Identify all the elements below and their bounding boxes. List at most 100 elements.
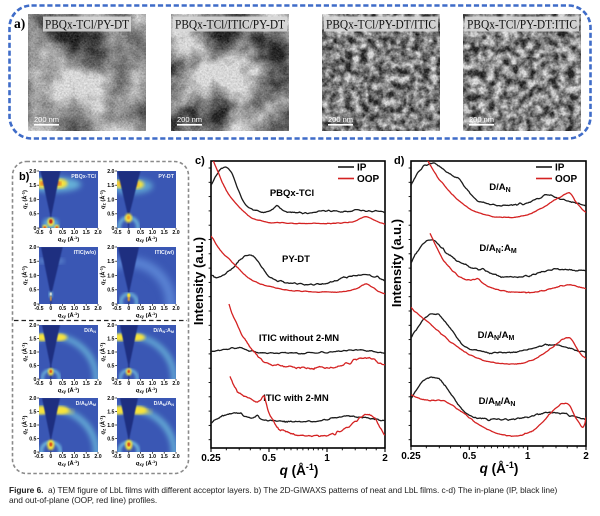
svg-text:-0.5: -0.5: [35, 381, 44, 387]
svg-text:PBQx-TCl/PY-DT:ITIC: PBQx-TCl/PY-DT:ITIC: [467, 18, 577, 32]
svg-text:0: 0: [112, 226, 115, 232]
svg-text:PBQx-TCl: PBQx-TCl: [71, 174, 96, 180]
svg-text:1.5: 1.5: [161, 381, 168, 387]
svg-text:1.5: 1.5: [107, 183, 114, 189]
svg-text:0: 0: [49, 381, 52, 387]
svg-text:1.0: 1.0: [107, 350, 114, 356]
svg-text:Intensity (a.u.): Intensity (a.u.): [191, 237, 206, 325]
svg-text:0.5: 0.5: [107, 212, 114, 218]
svg-text:0.25: 0.25: [401, 451, 421, 462]
svg-text:-0.5: -0.5: [35, 306, 44, 312]
svg-text:1.0: 1.0: [107, 423, 114, 429]
svg-text:0: 0: [127, 381, 130, 387]
svg-text:1.0: 1.0: [29, 350, 36, 356]
svg-text:1.5: 1.5: [29, 409, 36, 415]
svg-text:PBQx-TCl/ITIC/PY-DT: PBQx-TCl/ITIC/PY-DT: [175, 18, 285, 32]
svg-text:2: 2: [382, 453, 388, 464]
svg-text:0.5: 0.5: [107, 436, 114, 442]
svg-text:0: 0: [34, 377, 37, 383]
svg-text:qxy (Å-1): qxy (Å-1): [136, 458, 158, 467]
svg-text:1.5: 1.5: [29, 336, 36, 342]
svg-text:q (Å-1): q (Å-1): [280, 462, 319, 478]
svg-text:1.0: 1.0: [149, 381, 156, 387]
svg-text:2.0: 2.0: [94, 381, 101, 387]
svg-text:0.5: 0.5: [107, 363, 114, 369]
svg-text:D/AN/AM: D/AN/AM: [76, 401, 96, 407]
svg-text:1.5: 1.5: [161, 454, 168, 460]
svg-text:-0.5: -0.5: [113, 230, 122, 236]
svg-text:1.5: 1.5: [83, 230, 90, 236]
svg-text:200 nm: 200 nm: [34, 115, 59, 124]
svg-text:1.0: 1.0: [71, 230, 78, 236]
svg-text:qz (Å-1): qz (Å-1): [20, 190, 29, 209]
svg-text:Intensity (a.u.): Intensity (a.u.): [389, 219, 404, 307]
svg-text:1.0: 1.0: [29, 273, 36, 279]
svg-text:1.0: 1.0: [149, 306, 156, 312]
svg-text:qxy (Å-1): qxy (Å-1): [58, 458, 80, 467]
svg-text:c): c): [195, 155, 205, 167]
svg-text:qxy (Å-1): qxy (Å-1): [58, 234, 80, 243]
svg-text:1.5: 1.5: [161, 306, 168, 312]
svg-text:0: 0: [127, 306, 130, 312]
svg-text:200 nm: 200 nm: [469, 115, 494, 124]
svg-text:1.5: 1.5: [83, 381, 90, 387]
svg-text:PY-DT: PY-DT: [282, 254, 310, 265]
svg-text:0.5: 0.5: [59, 306, 66, 312]
svg-text:1.5: 1.5: [107, 409, 114, 415]
svg-text:qz (Å-1): qz (Å-1): [20, 266, 29, 285]
svg-text:2.0: 2.0: [172, 454, 179, 460]
svg-text:-0.5: -0.5: [113, 454, 122, 460]
svg-text:0: 0: [112, 377, 115, 383]
svg-text:OOP: OOP: [357, 174, 380, 185]
svg-text:qz (Å-1): qz (Å-1): [98, 343, 107, 362]
svg-text:1: 1: [324, 453, 330, 464]
svg-text:200 nm: 200 nm: [177, 115, 202, 124]
svg-text:1.0: 1.0: [29, 423, 36, 429]
svg-text:2.0: 2.0: [94, 306, 101, 312]
svg-text:1.5: 1.5: [83, 306, 90, 312]
svg-text:1.0: 1.0: [29, 197, 36, 203]
svg-text:0: 0: [49, 454, 52, 460]
svg-text:0: 0: [112, 450, 115, 456]
svg-text:qxy (Å-1): qxy (Å-1): [58, 310, 80, 319]
svg-text:0.5: 0.5: [137, 454, 144, 460]
svg-text:0.5: 0.5: [137, 381, 144, 387]
svg-text:qxy (Å-1): qxy (Å-1): [136, 234, 158, 243]
svg-text:ITIC(w/): ITIC(w/): [155, 250, 174, 256]
svg-text:1: 1: [525, 451, 531, 462]
svg-text:qz (Å-1): qz (Å-1): [20, 343, 29, 362]
svg-text:1.0: 1.0: [149, 230, 156, 236]
svg-text:2.0: 2.0: [172, 381, 179, 387]
svg-text:-0.5: -0.5: [113, 381, 122, 387]
svg-text:2.0: 2.0: [107, 396, 114, 402]
svg-text:0.5: 0.5: [137, 230, 144, 236]
svg-text:2.0: 2.0: [172, 306, 179, 312]
svg-text:1.0: 1.0: [107, 273, 114, 279]
svg-text:2.0: 2.0: [29, 245, 36, 251]
svg-text:200 nm: 200 nm: [328, 115, 353, 124]
svg-text:0: 0: [34, 226, 37, 232]
svg-text:qz (Å-1): qz (Å-1): [98, 416, 107, 435]
svg-text:D/AM/AN: D/AM/AN: [154, 401, 175, 407]
svg-text:0.25: 0.25: [201, 453, 221, 464]
svg-text:0: 0: [127, 454, 130, 460]
svg-text:-0.5: -0.5: [35, 230, 44, 236]
svg-text:D/AN: D/AN: [489, 182, 510, 194]
svg-text:D/AN:AM: D/AN:AM: [479, 243, 516, 255]
svg-text:0: 0: [112, 302, 115, 308]
svg-text:0: 0: [49, 306, 52, 312]
svg-text:2.0: 2.0: [107, 245, 114, 251]
svg-text:PBQx-TCl: PBQx-TCl: [270, 188, 314, 199]
svg-text:qxy (Å-1): qxy (Å-1): [58, 385, 80, 394]
svg-text:q (Å-1): q (Å-1): [480, 460, 519, 476]
svg-text:0.5: 0.5: [137, 306, 144, 312]
svg-text:0.5: 0.5: [107, 288, 114, 294]
svg-text:qxy (Å-1): qxy (Å-1): [136, 310, 158, 319]
svg-text:PY-DT: PY-DT: [158, 174, 174, 180]
svg-text:0.5: 0.5: [29, 212, 36, 218]
svg-text:2.0: 2.0: [107, 323, 114, 329]
svg-text:qz (Å-1): qz (Å-1): [98, 266, 107, 285]
svg-text:D/AN: D/AN: [84, 328, 96, 334]
svg-text:2: 2: [583, 451, 589, 462]
svg-text:1.5: 1.5: [107, 336, 114, 342]
